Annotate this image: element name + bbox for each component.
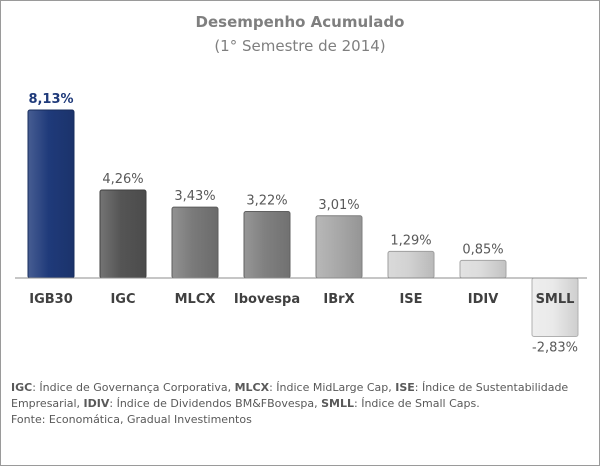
footnote-line-2: Empresarial, IDIV: Índice de Dividendos … xyxy=(11,396,591,412)
category-label-smll: SMLL xyxy=(536,292,575,307)
value-label-mlcx: 3,43% xyxy=(174,189,215,204)
category-label-ibrx: IBrX xyxy=(323,292,354,307)
footnote-line-1: IGC: Índice de Governança Corporativa, M… xyxy=(11,380,591,396)
category-label-ise: ISE xyxy=(399,292,422,307)
desc-mlcx: : Índice MidLarge Cap, xyxy=(269,381,396,394)
chart-subtitle: (1° Semestre de 2014) xyxy=(214,37,386,55)
category-label-igc: IGC xyxy=(110,292,135,307)
bar-ise xyxy=(387,250,435,279)
bar-igb30 xyxy=(27,109,75,279)
category-label-igb30: IGB30 xyxy=(29,292,73,307)
value-label-igb30: 8,13% xyxy=(28,92,73,107)
desc-ise: : Índice de Sustentabilidade xyxy=(414,381,569,394)
bar-ibrx xyxy=(315,215,363,279)
bar-idiv xyxy=(459,259,507,279)
chart-title: Desempenho Acumulado xyxy=(195,13,405,31)
desc-idiv: : Índice de Dividendos BM&FBovespa, xyxy=(109,397,322,410)
abbr-idiv: IDIV xyxy=(83,397,110,410)
category-label-idiv: IDIV xyxy=(468,292,499,307)
footnotes: IGC: Índice de Governança Corporativa, M… xyxy=(11,380,591,428)
abbr-igc: IGC xyxy=(11,381,33,394)
abbr-mlcx: MLCX xyxy=(234,381,270,394)
bar-mlcx xyxy=(171,206,219,279)
value-label-smll: -2,83% xyxy=(532,340,578,355)
bar-ibovespa xyxy=(243,210,291,279)
bar-chart: 8,13% IGB30 4,26% IGC 3,43% MLCX 3,22% Ibovespa… xyxy=(15,92,587,355)
abbr-ise: ISE xyxy=(395,381,415,394)
value-label-ibrx: 3,01% xyxy=(318,198,359,213)
desc-smll: : Índice de Small Caps. xyxy=(354,397,480,410)
desc-igc: : Índice de Governança Corporativa, xyxy=(32,381,235,394)
value-label-ise: 1,29% xyxy=(390,233,431,248)
source-line: Fonte: Economática, Gradual Investimento… xyxy=(11,413,252,426)
value-label-ibovespa: 3,22% xyxy=(246,193,287,208)
desc-ise-cont: Empresarial, xyxy=(11,397,84,410)
abbr-smll: SMLL xyxy=(321,397,354,410)
value-label-igc: 4,26% xyxy=(102,172,143,187)
category-label-mlcx: MLCX xyxy=(175,292,216,307)
category-label-ibovespa: Ibovespa xyxy=(234,292,300,307)
value-label-idiv: 0,85% xyxy=(462,242,503,257)
bar-igc xyxy=(99,189,147,279)
bar-smll xyxy=(531,277,579,337)
